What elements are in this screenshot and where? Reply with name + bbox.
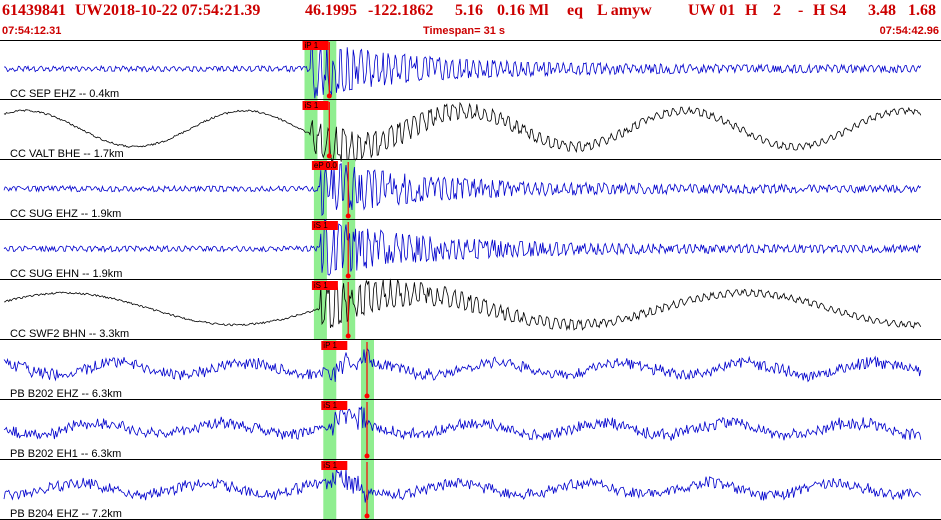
pick-label: iP 1 xyxy=(323,341,337,350)
trace-label: CC SWF2 BHN -- 3.3km xyxy=(10,328,129,340)
waveform xyxy=(3,41,922,99)
pick-flag[interactable] xyxy=(302,101,329,110)
trace-row[interactable]: iP 1 CC SEP EHZ -- 0.4km xyxy=(0,40,941,100)
pick-label: iS 1 xyxy=(314,281,328,290)
trace-label: CC SUG EHN -- 1.9km xyxy=(10,268,122,280)
event-header: 61439841 UW 2018-10-22 07:54:21.39 46.19… xyxy=(0,0,941,40)
pick-label: iS 1 xyxy=(323,461,337,470)
source-code: UW 01 xyxy=(688,2,736,19)
pick-flag[interactable] xyxy=(311,281,338,290)
trace-label: CC VALT BHE -- 1.7km xyxy=(10,148,124,160)
event-summary-line: 61439841 UW 2018-10-22 07:54:21.39 46.19… xyxy=(0,2,941,22)
seismogram-panel[interactable]: iP 1 CC SEP EHZ -- 0.4km iS 1 CC VALT BHE -… xyxy=(0,40,941,520)
pick-label: iS 1 xyxy=(323,401,337,410)
trace-label: PB B204 EHZ -- 7.2km xyxy=(10,508,122,520)
waveform xyxy=(3,163,922,217)
dash-separator: - xyxy=(798,2,804,19)
event-flags: L amyw xyxy=(597,2,652,19)
event-id: 61439841 xyxy=(2,2,66,19)
event-type: eq xyxy=(567,2,583,19)
trace-row[interactable]: iP 1 PB B202 EHZ -- 6.3km xyxy=(0,340,941,400)
pick-marker[interactable] xyxy=(364,513,370,519)
trace-label: PB B202 EH1 -- 6.3km xyxy=(10,448,121,460)
waveform xyxy=(3,348,922,383)
pick-marker[interactable] xyxy=(345,333,351,339)
trace-label: CC SUG EHZ -- 1.9km xyxy=(10,208,121,220)
pick-marker[interactable] xyxy=(345,213,351,219)
trace-row[interactable]: eP 0.0 CC SUG EHZ -- 1.9km xyxy=(0,160,941,220)
trace-label: CC SEP EHZ -- 0.4km xyxy=(10,88,119,100)
rms-value: 3.48 xyxy=(868,2,896,19)
pick-flag[interactable] xyxy=(311,161,338,170)
latitude: 46.1995 xyxy=(305,2,357,19)
pick-marker[interactable] xyxy=(345,273,351,279)
error-value: 1.68 xyxy=(908,2,936,19)
pick-flag[interactable] xyxy=(321,341,348,350)
waveform xyxy=(3,406,922,442)
waveform xyxy=(3,468,922,503)
pick-label: iS 1 xyxy=(314,221,328,230)
arrival-window xyxy=(304,40,318,100)
trace-label: PB B202 EHZ -- 6.3km xyxy=(10,388,122,400)
pick-flag[interactable] xyxy=(311,221,338,230)
magnitude: 0.16 Ml xyxy=(497,2,549,19)
quality-code: H xyxy=(745,2,758,19)
start-time: 07:54:12.31 xyxy=(2,25,62,37)
timespan: Timespan= 31 s xyxy=(423,25,506,37)
pick-label: eP 0.0 xyxy=(314,161,338,170)
trace-row[interactable]: iS 1 CC SUG EHN -- 1.9km xyxy=(0,219,941,280)
depth: 5.16 xyxy=(455,2,483,19)
trace-row[interactable]: iS 1 PB B202 EH1 -- 6.3km xyxy=(0,400,941,460)
station-count: 2 xyxy=(773,2,781,19)
waveform xyxy=(3,219,922,276)
arrival-window xyxy=(323,340,337,400)
end-time: 07:54:42.96 xyxy=(879,25,939,37)
arrival-window xyxy=(313,280,327,340)
category-code: H S4 xyxy=(813,2,847,19)
pick-marker[interactable] xyxy=(326,153,332,159)
waveform xyxy=(3,101,922,163)
pick-marker[interactable] xyxy=(326,93,332,99)
pick-marker[interactable] xyxy=(364,453,370,459)
trace-row[interactable]: iS 1 CC SWF2 BHN -- 3.3km xyxy=(0,278,941,340)
arrival-window xyxy=(323,400,337,460)
trace-row[interactable]: iS 1 PB B204 EHZ -- 7.2km xyxy=(0,460,941,520)
trace-row[interactable]: iS 1 CC VALT BHE -- 1.7km xyxy=(0,100,941,163)
pick-label: iS 1 xyxy=(305,101,319,110)
origin-datetime: 2018-10-22 07:54:21.39 xyxy=(103,2,261,19)
pick-flag[interactable] xyxy=(321,461,348,470)
pick-flag[interactable] xyxy=(302,41,329,50)
pick-label: iP 1 xyxy=(305,41,319,50)
pick-marker[interactable] xyxy=(364,393,370,399)
longitude: -122.1862 xyxy=(368,2,434,19)
network-code: UW xyxy=(75,2,103,19)
waveform xyxy=(4,278,922,332)
pick-flag[interactable] xyxy=(321,401,348,410)
